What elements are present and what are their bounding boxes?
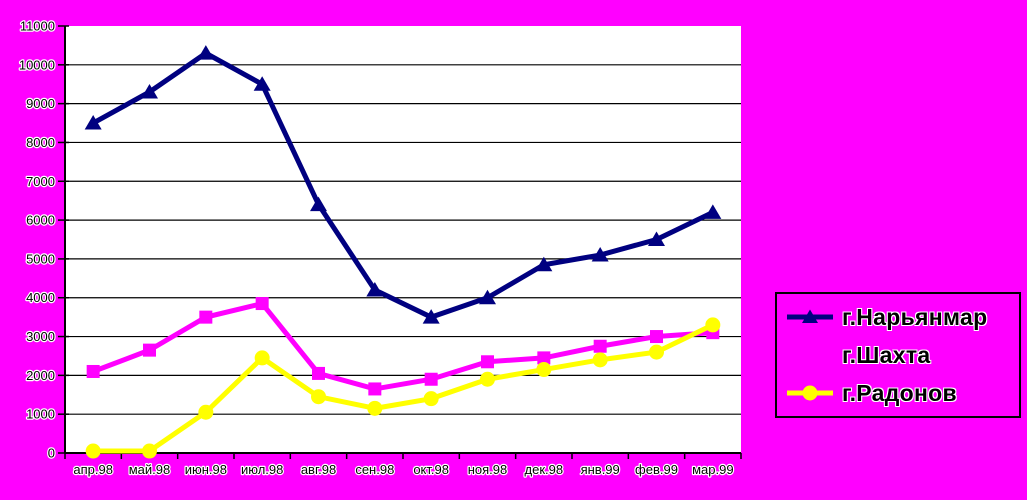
data-point-marker[interactable] <box>536 362 552 378</box>
data-point-marker[interactable] <box>650 330 663 344</box>
plot-area <box>65 26 741 453</box>
x-axis-label: авг.98 <box>301 462 336 477</box>
data-point-marker[interactable] <box>704 204 722 219</box>
data-point-marker[interactable] <box>143 343 156 357</box>
data-point-marker[interactable] <box>312 366 325 380</box>
data-point-marker[interactable] <box>311 389 326 405</box>
data-point-marker[interactable] <box>422 309 440 324</box>
legend-marker-square-icon <box>787 348 833 362</box>
legend-marker-circle-icon <box>787 385 833 401</box>
data-point-marker[interactable] <box>537 351 551 365</box>
x-axis-label: июл.98 <box>241 462 283 477</box>
data-point-marker[interactable] <box>141 83 158 99</box>
x-axis-label: апр.98 <box>73 462 113 477</box>
data-point-marker[interactable] <box>367 400 383 416</box>
series-line[interactable] <box>92 300 714 392</box>
y-axis-label: 3000 <box>26 329 55 344</box>
series-line[interactable] <box>91 50 714 320</box>
data-point-marker[interactable] <box>592 352 608 368</box>
data-point-marker[interactable] <box>255 297 269 311</box>
data-point-marker[interactable] <box>198 404 214 420</box>
legend-label: г.Шахта <box>842 341 931 368</box>
legend-item-radonov[interactable]: г.Радонов <box>786 375 1015 411</box>
legend-item-naryanmar[interactable]: г.Нарьянмар <box>786 299 1015 335</box>
y-axis-label: 4000 <box>26 290 55 305</box>
data-point-marker[interactable] <box>591 247 609 262</box>
data-point-marker[interactable] <box>85 443 101 459</box>
y-axis-label: 9000 <box>26 96 55 111</box>
legend-label: г.Радонов <box>842 379 957 406</box>
data-point-marker[interactable] <box>84 115 102 130</box>
data-point-marker[interactable] <box>480 371 495 387</box>
x-axis-label: окт.98 <box>413 462 449 477</box>
data-point-marker[interactable] <box>479 289 496 305</box>
x-axis-label: сен.98 <box>355 462 394 477</box>
data-point-marker[interactable] <box>481 355 494 369</box>
data-point-marker[interactable] <box>142 443 157 459</box>
data-point-marker[interactable] <box>199 310 213 324</box>
data-point-marker[interactable] <box>424 372 438 386</box>
data-point-marker[interactable] <box>310 196 327 212</box>
legend[interactable]: г.Нарьянмар г.Шахта г.Радонов <box>775 292 1021 418</box>
y-axis-label: 7000 <box>26 174 55 189</box>
data-point-marker[interactable] <box>648 231 665 247</box>
x-axis-label: янв.99 <box>581 462 620 477</box>
data-point-marker[interactable] <box>705 317 721 333</box>
x-axis-label: ноя.98 <box>468 462 508 477</box>
series-1 <box>84 45 722 324</box>
data-point-marker[interactable] <box>649 344 664 360</box>
data-point-marker[interactable] <box>86 364 100 378</box>
y-axis-label: 5000 <box>26 251 55 266</box>
data-point-marker[interactable] <box>254 350 270 366</box>
legend-square-icon <box>803 348 817 362</box>
y-axis-label: 2000 <box>26 368 55 383</box>
x-axis-label: июн.98 <box>185 462 227 477</box>
series-3 <box>85 317 721 459</box>
data-point-marker[interactable] <box>535 256 553 272</box>
data-point-marker[interactable] <box>423 391 439 407</box>
legend-circle-icon <box>802 385 818 401</box>
data-point-marker[interactable] <box>253 76 271 91</box>
legend-item-shahta[interactable]: г.Шахта <box>786 337 1015 373</box>
legend-marker-triangle-icon <box>787 309 833 323</box>
x-axis-label: май.98 <box>129 462 171 477</box>
x-axis-label: фев.99 <box>635 462 678 477</box>
y-axis-label: 11000 <box>20 19 55 34</box>
y-axis-label: 8000 <box>26 135 55 150</box>
x-axis-label: дек.98 <box>525 462 564 477</box>
data-point-marker[interactable] <box>197 45 215 60</box>
data-point-marker[interactable] <box>366 281 384 297</box>
data-point-marker[interactable] <box>368 382 382 396</box>
y-axis-label: 10000 <box>19 57 55 72</box>
series-line[interactable] <box>93 322 714 454</box>
y-axis-label: 6000 <box>26 213 55 228</box>
legend-label: г.Нарьянмар <box>842 303 988 330</box>
data-point-marker[interactable] <box>593 339 607 353</box>
x-axis-label: мар.99 <box>692 462 733 477</box>
y-axis-label: 1000 <box>26 407 55 422</box>
y-axis-label: 0 <box>48 446 55 461</box>
legend-triangle-icon <box>802 309 818 323</box>
